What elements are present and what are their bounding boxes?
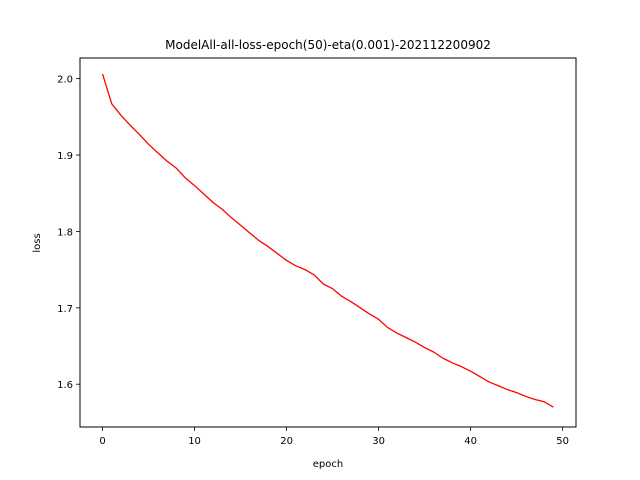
x-tick-label: 30 bbox=[372, 436, 385, 447]
x-tick-label: 0 bbox=[99, 436, 105, 447]
x-axis: 0 10 20 30 40 50 bbox=[99, 427, 569, 447]
x-axis-label: epoch bbox=[313, 459, 343, 470]
series-line-0 bbox=[101, 73, 554, 408]
y-tick-label: 1.9 bbox=[57, 151, 73, 162]
y-axis: 1.6 1.7 1.8 1.9 2.0 bbox=[57, 75, 80, 391]
y-tick-label: 1.8 bbox=[57, 227, 73, 238]
x-tick-label: 40 bbox=[464, 436, 477, 447]
x-tick-label: 10 bbox=[188, 436, 201, 447]
axes-frame bbox=[79, 57, 577, 428]
x-tick-label: 50 bbox=[556, 436, 569, 447]
x-tick-label: 20 bbox=[280, 436, 293, 447]
chart-title: ModelAll-all-loss-epoch(50)-eta(0.001)-2… bbox=[165, 38, 491, 52]
y-axis-label: loss bbox=[32, 233, 43, 252]
y-tick-label: 2.0 bbox=[57, 75, 73, 86]
y-tick-label: 1.7 bbox=[57, 304, 73, 315]
plot-area bbox=[101, 73, 554, 408]
y-tick-label: 1.6 bbox=[57, 380, 73, 391]
